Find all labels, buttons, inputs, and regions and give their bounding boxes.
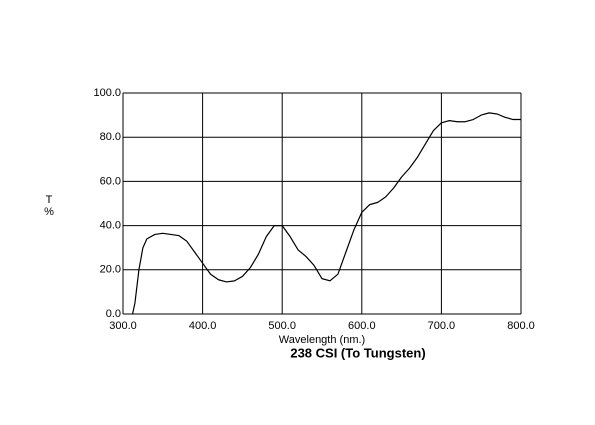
y-tick-label: 40.0 [100,220,121,232]
x-tick-label: 500.0 [268,320,296,332]
y-tick-label: 100.0 [93,87,121,99]
y-axis-label: T [46,194,53,206]
x-tick-label: 300.0 [109,320,137,332]
y-tick-label: 20.0 [100,264,121,276]
y-tick-label: 0.0 [106,308,121,320]
y-tick-label: 60.0 [100,175,121,187]
chart-title: 238 CSI (To Tungsten) [290,345,425,360]
x-axis-label: Wavelength (nm.) [279,334,365,346]
y-tick-label: 80.0 [100,131,121,143]
data-line [131,112,521,315]
y-axis-label: % [44,206,54,218]
x-tick-label: 400.0 [189,320,217,332]
x-tick-label: 700.0 [428,320,456,332]
x-tick-label: 800.0 [507,320,535,332]
x-tick-label: 600.0 [348,320,376,332]
